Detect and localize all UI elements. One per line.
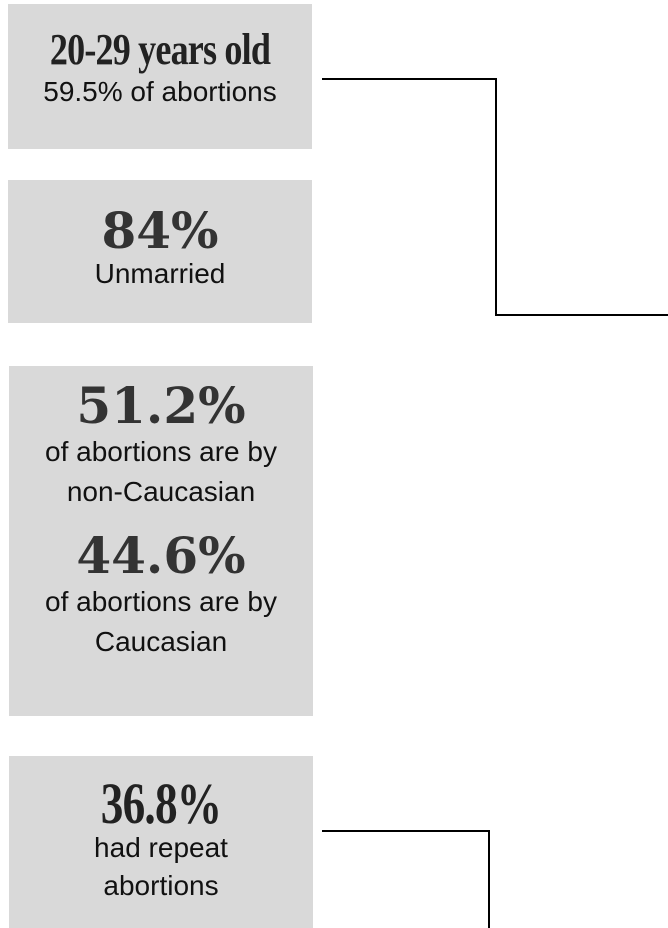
marital-stat-caption: Unmarried bbox=[94, 258, 226, 289]
repeat-connector-line bbox=[322, 830, 490, 928]
repeat-stat-value: 36.8% bbox=[100, 771, 222, 836]
non-caucasian-stat-value: 51.2% bbox=[76, 376, 246, 435]
marital-stat-box: 84% Unmarried bbox=[8, 180, 312, 323]
marital-stat-value: 84% bbox=[101, 201, 219, 260]
age-stat-box: 20-29 years old 59.5% of abortions bbox=[8, 4, 312, 149]
repeat-stat-box: 36.8% had repeat abortions bbox=[9, 756, 313, 928]
age-stat-caption: 59.5% of abortions bbox=[43, 76, 277, 107]
caucasian-stat-value: 44.6% bbox=[76, 526, 246, 585]
non-caucasian-caption-line1: of abortions are by bbox=[45, 436, 277, 467]
non-caucasian-caption-line2: non-Caucasian bbox=[66, 476, 256, 507]
age-stat-value: 20-29 years old bbox=[49, 25, 271, 74]
repeat-caption-line1: had repeat bbox=[94, 832, 228, 863]
age-connector-line bbox=[322, 78, 668, 316]
caucasian-caption-line2: Caucasian bbox=[94, 626, 228, 657]
caucasian-caption-line1: of abortions are by bbox=[45, 586, 277, 617]
race-stat-box: 51.2% of abortions are by non-Caucasian … bbox=[9, 366, 313, 716]
repeat-caption-line2: abortions bbox=[103, 870, 219, 901]
